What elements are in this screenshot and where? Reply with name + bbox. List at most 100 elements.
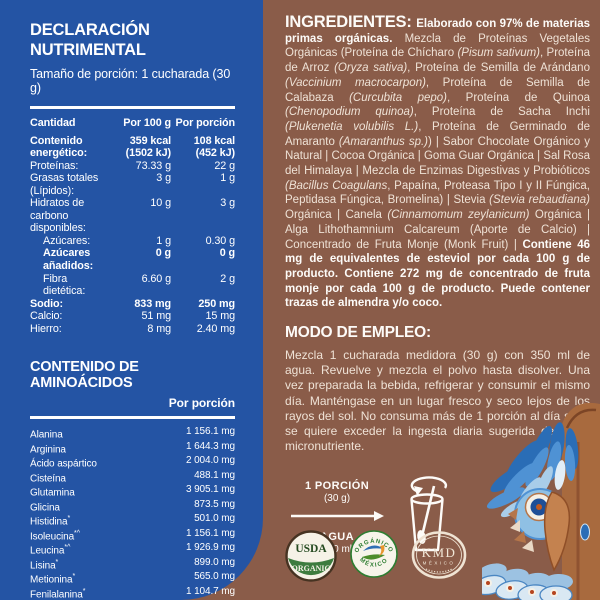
aminoacid-value: 565.0 mg [194,571,235,583]
ingredient-segment: , Proteína de Sacha Inchi [413,106,590,119]
aminoacid-value: 899.0 mg [194,556,235,568]
aminoacid-row: Histidina* 501.0 mg [30,513,235,527]
column-header-portion: Por porción [175,117,236,129]
nutrient-portion-value: 1 g [220,172,235,185]
ingredient-segment: (Amaranthus sp.) [338,135,428,148]
nutrient-portion-value: 2.40 mg [196,322,235,335]
nutrient-per100-value: 3 g [156,172,171,185]
nutrient-portion-value: 2 g [220,272,235,285]
aminoacid-name: Arginina [30,444,66,456]
svg-text:MÉXICO: MÉXICO [358,557,390,569]
ingredient-segment: , Proteína de Semilla de Calabaza [285,76,590,104]
nutrient-portion-value: 15 mg [205,310,235,323]
svg-text:USDA: USDA [295,543,327,555]
svg-text:ORGANIC: ORGANIC [292,564,331,573]
aminoacid-name: Lisina* [30,558,59,571]
nutrient-portion-value: 0 g [219,247,235,260]
ingredient-segment: (Plukenetia volubilis L.) [285,120,419,133]
nutrient-label: Sodio: [30,297,63,310]
ingredient-segment: (Curcubita pepo) [349,91,448,104]
nutrient-portion-value: 250 mg [198,297,235,310]
aminoacid-row: Fenilalanina* 1 104.7 mg [30,586,235,600]
usage-heading: MODO DE EMPLEO: [285,324,431,342]
nutrient-per100-value: 73.33 g [135,159,171,172]
aminoacid-row: Isoleucina*^ 1 156.1 mg [30,528,235,542]
nutrient-portion-value: 108 kcal (452 kJ) [193,134,235,160]
aminoacid-name: Ácido aspártico [30,458,97,470]
aminoacid-row: Leucina*^ 1 926.9 mg [30,542,235,556]
aminoacid-value: 1 644.3 mg [185,440,235,452]
column-header-per100: Por 100 g [123,117,171,129]
aminoacid-row: Lisina* 899.0 mg [30,557,235,571]
divider [30,106,235,109]
ingredient-segment: , Papaína, Proteasa Tipo I y II Fúngica,… [285,179,591,207]
ingredient-segment: INGREDIENTES: [285,13,417,31]
nutrient-per100-value: 359 kcal (1502 kJ) [125,134,171,160]
svg-text:KMD: KMD [422,545,457,560]
nutrient-label: Proteínas: [30,159,79,172]
ingredients-paragraph: INGREDIENTES: Elaborado con 97% de mater… [285,13,591,311]
aminoacid-row: Glicina 873.5 mg [30,499,235,513]
nutrient-per100-value: 0 g [155,247,171,260]
ingredient-segment: Orgánica | Canela [285,209,388,222]
nutrient-portion-value: 3 g [220,197,235,210]
svg-text:MÉXICO: MÉXICO [423,560,456,566]
aminoacid-name: Leucina*^ [30,544,71,557]
ingredient-segment: , Proteína de Germinado de Amaranto [285,120,590,148]
bird-illustration [473,382,600,600]
ingredient-segment: (Pisum sativum) [457,47,541,60]
aminoacid-value: 873.5 mg [194,498,235,510]
aminoacids-subtitle: Por porción [168,396,235,411]
aminoacid-value: 1 926.9 mg [185,542,235,554]
nutrient-per100-value: 51 mg [141,310,171,323]
aminoacid-name: Alanina [30,429,63,441]
aminoacid-row: Arginina 1 644.3 mg [30,441,235,455]
nutrient-per100-value: 1 g [156,234,171,247]
ingredients-panel: INGREDIENTES: Elaborado con 97% de mater… [263,0,600,600]
ingredient-segment: (Oryza sativa) [334,62,408,75]
aminoacid-name: Glutamina [30,487,75,499]
ingredient-segment: (Vaccinium macrocarpon) [285,76,426,89]
nutrient-per100-value: 833 mg [134,297,171,310]
aminoacid-name: Histidina* [30,515,71,528]
aminoacids-title: CONTENIDO DE AMINOÁCIDOS [30,359,139,392]
aminoacid-value: 488.1 mg [194,469,235,481]
right-arrow-icon [285,509,389,527]
ingredient-segment: (Stevia rebaudiana) [489,194,590,207]
ingredient-segment: Mezcla de Proteínas Vegetales Orgánicas … [285,32,590,60]
serving-diagram-text: 1 PORCIÓN (30 g) AGUA (350 ml) [285,480,389,555]
certification-logos: USDA ORGANIC ORGÁNICO MÉXICO [285,530,467,584]
nutrient-portion-value: 0.30 g [205,234,236,247]
water-amount: (350 ml) [318,544,356,556]
aminoacid-name: Glicina [30,502,60,514]
aminoacid-row: Ácido aspártico 2 004.0 mg [30,455,235,469]
ingredient-segment: Elaborado con 97% de materias primas org… [285,18,591,45]
ingredient-segment: , Proteína de Quinoa [447,91,590,104]
nutrition-title: DECLARACIÓN NUTRIMENTAL [30,21,150,59]
aminoacid-row: Cisteína 488.1 mg [30,470,235,484]
nutrient-label: Azúcares añadidos: [43,247,94,273]
nutrient-label: Fibra dietética: [43,272,86,298]
ingredient-segment: (Cinnamomum zeylanicum) [387,209,530,222]
kmd-kosher-logo: KMD MÉXICO [411,530,467,584]
ingredient-segment: ) | Sabor Chocolate Orgánico y Natural |… [285,135,590,178]
aminoacid-value: 1 156.1 mg [185,527,235,539]
divider [30,416,235,420]
portion-amount: (30 g) [323,493,351,505]
aminoacid-name: Cisteína [30,473,66,485]
nutrition-table: Cantidad Por 100 g Por porción Contenido… [30,117,235,335]
portion-label: 1 PORCIÓN [304,480,370,493]
aminoacid-value: 1 156.1 mg [185,426,235,438]
nutrient-label: Azúcares: [43,234,91,247]
nutrient-label: Calcio: [30,310,63,323]
nutrition-panel: DECLARACIÓN NUTRIMENTAL Tamaño de porció… [0,0,263,600]
organico-mexico-logo: ORGÁNICO MÉXICO [350,530,398,578]
aminoacid-name: Isoleucina*^ [30,529,81,543]
nutrient-per100-value: 6.60 g [141,272,172,285]
usda-organic-logo: USDA ORGANIC [285,530,337,582]
ingredient-segment: (Bacillus Coagulans [285,179,388,192]
ingredient-segment: , Proteína de Semilla de Arándano [407,62,590,75]
nutrient-label: Hierro: [30,322,62,335]
aminoacids-table: Alanina 1 156.1 mg Arginina 1 644.3 mg Á… [30,426,235,600]
